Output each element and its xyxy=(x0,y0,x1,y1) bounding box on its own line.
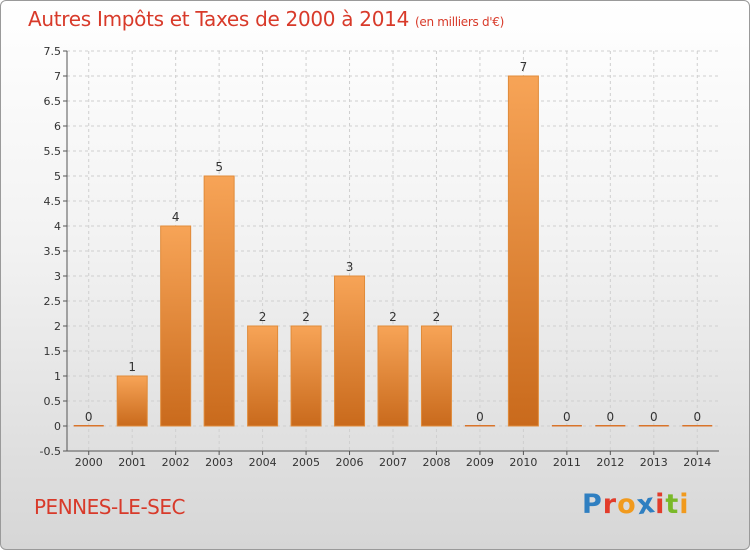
bar xyxy=(595,425,626,427)
bar xyxy=(682,425,713,427)
data-label: 2 xyxy=(259,310,267,324)
x-tick-label: 2004 xyxy=(249,456,277,469)
x-tick-label: 2003 xyxy=(205,456,233,469)
logo-letter: i xyxy=(655,489,666,520)
bar xyxy=(116,375,148,427)
bar xyxy=(551,425,582,427)
data-label: 1 xyxy=(128,360,136,374)
bar xyxy=(203,175,235,427)
data-label: 5 xyxy=(215,160,223,174)
x-tick-label: 2010 xyxy=(509,456,537,469)
y-tick-label: 2.5 xyxy=(44,295,62,308)
data-label: 0 xyxy=(607,410,615,424)
y-tick-label: 7 xyxy=(54,70,61,83)
bar xyxy=(73,425,104,427)
data-label: 2 xyxy=(389,310,397,324)
x-tick-label: 2011 xyxy=(553,456,581,469)
bar xyxy=(247,325,279,427)
data-label: 0 xyxy=(85,410,93,424)
logo-letter: i xyxy=(679,489,690,520)
data-label: 4 xyxy=(172,210,180,224)
y-tick-label: 5.5 xyxy=(44,145,62,158)
bar xyxy=(638,425,669,427)
commune-name: PENNES-LE-SEC xyxy=(34,495,185,519)
data-label: 0 xyxy=(693,410,701,424)
data-label: 0 xyxy=(563,410,571,424)
y-tick-label: 4.5 xyxy=(44,195,62,208)
y-tick-label: -0.5 xyxy=(40,445,61,458)
x-tick-label: 2014 xyxy=(683,456,711,469)
x-tick-label: 2008 xyxy=(422,456,450,469)
y-tick-label: 1 xyxy=(54,370,61,383)
y-tick-label: 2 xyxy=(54,320,61,333)
bar xyxy=(420,325,452,427)
y-tick-label: 7.5 xyxy=(44,45,62,58)
y-tick-label: 3 xyxy=(54,270,61,283)
bar xyxy=(464,425,495,427)
y-tick-label: 4 xyxy=(54,220,61,233)
labels: -0.500.511.522.533.544.555.566.577.50200… xyxy=(40,45,712,469)
y-tick-label: 6 xyxy=(54,120,61,133)
logo-letter: t xyxy=(665,489,680,520)
chart-title-text: Autres Impôts et Taxes de 2000 à 2014 xyxy=(28,7,409,31)
y-tick-label: 0 xyxy=(54,420,61,433)
data-label: 3 xyxy=(346,260,354,274)
data-label: 0 xyxy=(650,410,658,424)
x-tick-label: 2006 xyxy=(336,456,364,469)
bar xyxy=(377,325,409,427)
y-tick-label: 5 xyxy=(54,170,61,183)
logo-letter: r xyxy=(602,489,618,520)
data-label: 7 xyxy=(520,60,528,74)
axes xyxy=(63,50,719,455)
y-tick-label: 1.5 xyxy=(44,345,62,358)
chart-title: Autres Impôts et Taxes de 2000 à 2014 (en… xyxy=(28,7,504,31)
bar xyxy=(160,225,192,427)
data-label: 2 xyxy=(302,310,310,324)
x-tick-label: 2012 xyxy=(596,456,624,469)
x-tick-label: 2007 xyxy=(379,456,407,469)
proxiti-logo: Proxiti xyxy=(582,487,690,522)
x-tick-label: 2001 xyxy=(118,456,146,469)
y-tick-label: 3.5 xyxy=(44,245,62,258)
bar xyxy=(290,325,322,427)
x-tick-label: 2013 xyxy=(640,456,668,469)
bar xyxy=(507,75,539,427)
x-tick-label: 2002 xyxy=(162,456,190,469)
x-tick-label: 2009 xyxy=(466,456,494,469)
x-tick-label: 2000 xyxy=(75,456,103,469)
y-tick-label: 0.5 xyxy=(44,395,62,408)
chart-subtitle: (en milliers d'€) xyxy=(415,15,505,29)
y-tick-label: 6.5 xyxy=(44,95,62,108)
logo-letter: x xyxy=(634,487,658,522)
data-label: 0 xyxy=(476,410,484,424)
bar xyxy=(334,275,366,427)
data-label: 2 xyxy=(433,310,441,324)
logo-letter: P xyxy=(582,489,603,520)
logo-letter: o xyxy=(617,489,637,520)
x-tick-label: 2005 xyxy=(292,456,320,469)
bars xyxy=(73,75,713,427)
